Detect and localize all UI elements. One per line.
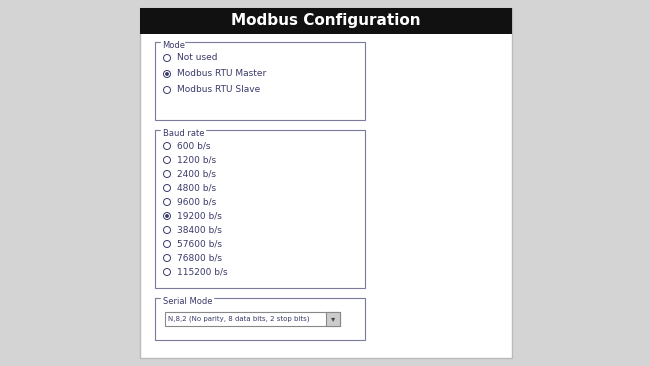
Text: 115200 b/s: 115200 b/s — [177, 268, 228, 276]
Text: Modbus RTU Master: Modbus RTU Master — [177, 70, 266, 78]
Text: 600 b/s: 600 b/s — [177, 142, 211, 150]
Text: Baud rate: Baud rate — [163, 128, 205, 138]
FancyBboxPatch shape — [140, 8, 512, 34]
Text: ▾: ▾ — [331, 314, 335, 324]
Circle shape — [164, 157, 170, 164]
Text: Serial Mode: Serial Mode — [163, 296, 213, 306]
FancyBboxPatch shape — [155, 42, 365, 120]
Circle shape — [164, 55, 170, 61]
Circle shape — [164, 240, 170, 247]
Text: 76800 b/s: 76800 b/s — [177, 254, 222, 262]
Text: Modbus Configuration: Modbus Configuration — [231, 14, 421, 29]
FancyBboxPatch shape — [326, 312, 340, 326]
Text: 2400 b/s: 2400 b/s — [177, 169, 216, 179]
FancyBboxPatch shape — [155, 298, 365, 340]
Text: Modbus RTU Slave: Modbus RTU Slave — [177, 86, 260, 94]
FancyBboxPatch shape — [140, 8, 512, 358]
Text: 38400 b/s: 38400 b/s — [177, 225, 222, 235]
FancyBboxPatch shape — [155, 130, 365, 288]
Text: N,8,2 (No parity, 8 data bits, 2 stop bits): N,8,2 (No parity, 8 data bits, 2 stop bi… — [168, 316, 309, 322]
FancyBboxPatch shape — [165, 312, 340, 326]
Text: 57600 b/s: 57600 b/s — [177, 239, 222, 249]
Text: 1200 b/s: 1200 b/s — [177, 156, 216, 164]
Circle shape — [164, 184, 170, 191]
Circle shape — [164, 171, 170, 178]
Text: Mode: Mode — [162, 41, 185, 49]
Circle shape — [164, 71, 170, 78]
Circle shape — [164, 227, 170, 234]
Text: 19200 b/s: 19200 b/s — [177, 212, 222, 220]
Circle shape — [165, 72, 169, 76]
Circle shape — [164, 86, 170, 93]
Text: 4800 b/s: 4800 b/s — [177, 183, 216, 193]
Text: 9600 b/s: 9600 b/s — [177, 198, 216, 206]
Circle shape — [165, 214, 169, 218]
Circle shape — [164, 269, 170, 276]
Circle shape — [164, 198, 170, 205]
Circle shape — [164, 213, 170, 220]
Circle shape — [164, 254, 170, 261]
Text: Not used: Not used — [177, 53, 218, 63]
Circle shape — [164, 142, 170, 149]
